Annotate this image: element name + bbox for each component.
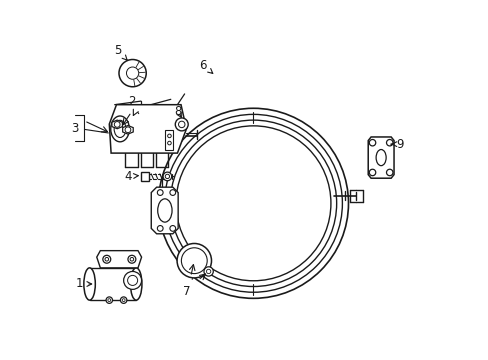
Circle shape	[386, 169, 392, 176]
Circle shape	[178, 121, 184, 128]
Circle shape	[176, 126, 330, 281]
Circle shape	[164, 114, 342, 292]
Text: 7: 7	[183, 279, 192, 298]
Circle shape	[170, 120, 336, 287]
Circle shape	[123, 271, 142, 289]
Ellipse shape	[158, 199, 172, 222]
Text: 9: 9	[390, 138, 404, 150]
Polygon shape	[367, 137, 393, 178]
Circle shape	[163, 172, 171, 181]
Polygon shape	[112, 120, 122, 129]
Text: 5: 5	[114, 44, 127, 60]
Ellipse shape	[110, 116, 129, 142]
Ellipse shape	[83, 268, 95, 300]
Circle shape	[125, 127, 131, 133]
Text: 3: 3	[71, 122, 108, 135]
Circle shape	[169, 190, 175, 195]
Circle shape	[206, 269, 210, 274]
Polygon shape	[151, 187, 178, 234]
Circle shape	[120, 297, 126, 303]
Circle shape	[157, 190, 163, 195]
Circle shape	[386, 139, 392, 146]
Polygon shape	[97, 251, 142, 268]
Polygon shape	[140, 172, 149, 181]
Text: 4: 4	[124, 170, 138, 183]
Circle shape	[105, 257, 108, 261]
Ellipse shape	[114, 120, 126, 138]
Ellipse shape	[130, 268, 142, 300]
Circle shape	[127, 275, 137, 285]
Text: 6: 6	[199, 59, 212, 73]
Circle shape	[165, 174, 169, 179]
Bar	[165, 130, 173, 149]
Circle shape	[119, 59, 146, 87]
Circle shape	[169, 226, 175, 231]
Text: 2: 2	[127, 95, 139, 114]
Circle shape	[175, 118, 188, 131]
Circle shape	[167, 134, 171, 138]
Circle shape	[126, 67, 139, 79]
Circle shape	[177, 243, 211, 278]
Circle shape	[203, 267, 213, 276]
Circle shape	[368, 139, 375, 146]
Circle shape	[181, 248, 207, 274]
Circle shape	[102, 255, 110, 263]
Text: 1: 1	[76, 278, 91, 291]
Circle shape	[130, 257, 133, 261]
Circle shape	[114, 122, 120, 127]
Circle shape	[158, 108, 348, 298]
Text: 8: 8	[174, 105, 182, 118]
Polygon shape	[122, 126, 133, 134]
Circle shape	[157, 226, 163, 231]
Circle shape	[122, 299, 125, 302]
Polygon shape	[109, 105, 186, 153]
Circle shape	[368, 169, 375, 176]
Circle shape	[108, 299, 110, 302]
Ellipse shape	[375, 149, 386, 166]
Circle shape	[106, 297, 112, 303]
Circle shape	[128, 255, 136, 263]
Circle shape	[167, 141, 171, 145]
